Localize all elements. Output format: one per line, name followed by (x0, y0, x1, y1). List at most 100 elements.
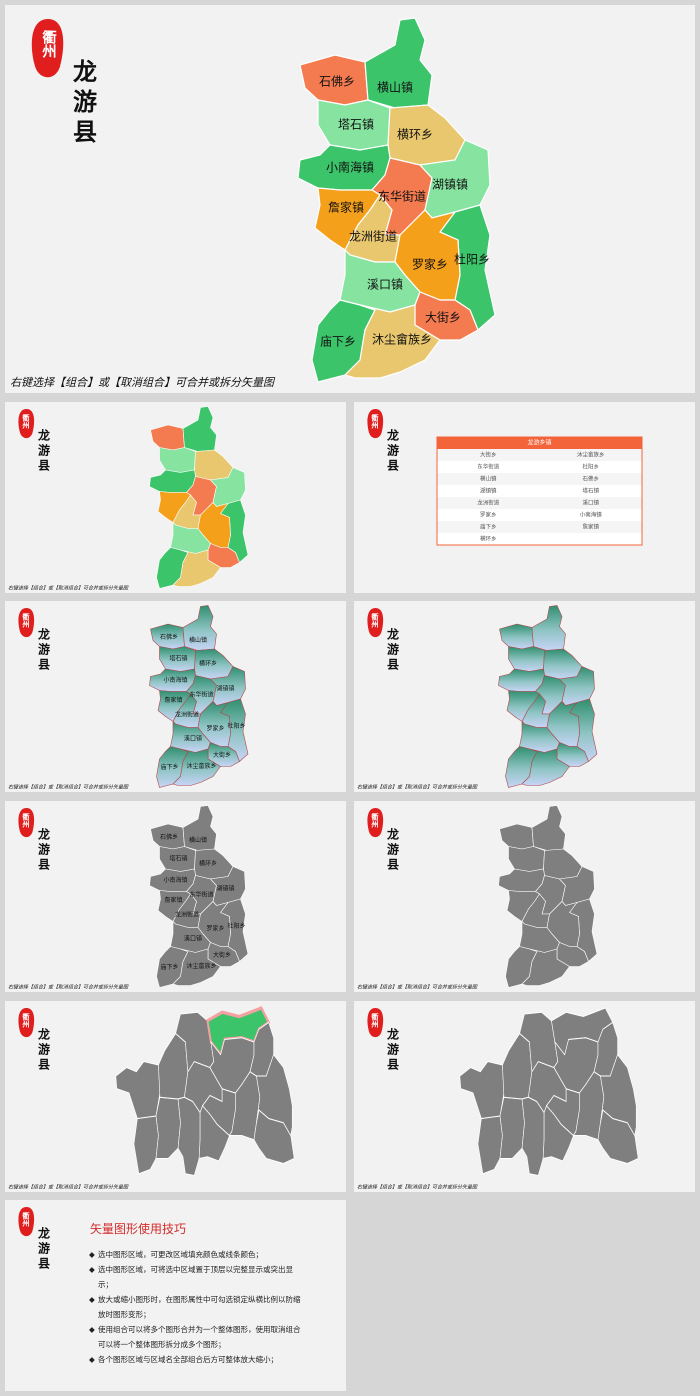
table-cell: 大街乡 (480, 451, 497, 459)
region-label: 詹家镇 (328, 200, 364, 215)
caption: 右键选择【组合】或【取消组合】可合并或拆分矢量图 (8, 585, 129, 592)
region-label: 石佛乡 (319, 75, 355, 89)
region-label: 溪口镇 (184, 735, 202, 743)
region-label: 东华街道 (189, 691, 213, 699)
tip-item: 放大或缩小图形时，在图形属性中可勾选锁定纵横比例以防缩放时图形变形； (89, 1292, 305, 1322)
logo-text: 衢州 (371, 414, 380, 430)
county-title: 龙游县 (69, 59, 98, 149)
region-shape (531, 805, 566, 851)
table-row (437, 533, 642, 545)
region-label: 横环乡 (199, 860, 217, 868)
table-cell: 横环乡 (480, 535, 497, 543)
county-title: 龙游县 (37, 627, 51, 673)
table-row (437, 461, 642, 473)
region-label: 大街乡 (213, 751, 231, 759)
logo-mark (18, 608, 35, 638)
region-shape (182, 406, 217, 452)
caption: 右键选择【组合】或【取消组合】可合并或拆分矢量图 (8, 984, 129, 991)
map (115, 1006, 295, 1176)
region-label: 塔石镇 (338, 118, 374, 132)
table-cell: 塔石镇 (582, 487, 599, 495)
table-cell: 龙洲街道 (477, 499, 500, 507)
county-title: 龙游县 (37, 1027, 51, 1073)
tips: 矢量图形使用技巧 选中图形区域，可更改区域填充颜色或线条颜色；选中图形区域，可将… (89, 1220, 305, 1367)
table-row (437, 509, 642, 521)
table-row (437, 497, 642, 509)
map: 石佛乡 横山镇塔石镇横环乡小南海镇东华街道湖镇镇詹家镇龙洲街道杜阳乡罗家乡溪口镇大… (149, 605, 249, 788)
table-row (437, 449, 642, 461)
region-label: 龙洲街道 (349, 230, 397, 244)
region-label: 杜阳乡 (227, 722, 245, 730)
logo-text: 衢州 (371, 1013, 380, 1029)
region-shape (364, 17, 433, 109)
table-border (436, 436, 643, 546)
region-label: 东华街道 (189, 891, 213, 899)
table-header: 龙游乡镇 (527, 439, 551, 447)
logo-mark (367, 808, 384, 838)
logo-mark (18, 808, 35, 838)
region-label: 沐尘畲族乡 (186, 762, 216, 770)
map (498, 605, 598, 788)
logo-mark (367, 1008, 384, 1038)
logo-mark (367, 409, 384, 439)
region-label: 詹家镇 (164, 696, 182, 704)
county-title: 龙游县 (386, 1027, 400, 1073)
logo-mark (31, 19, 64, 78)
caption: 右键选择【组合】或【取消组合】可合并或拆分矢量图 (10, 376, 276, 389)
region-label: 石佛乡 (160, 633, 178, 641)
region-shape (521, 748, 570, 786)
region-label: 沐尘畲族乡 (372, 332, 432, 347)
table-row (437, 485, 642, 497)
logo-text: 衢州 (22, 613, 31, 629)
region-label: 横环乡 (199, 660, 217, 668)
region-shape (159, 447, 196, 473)
table-cell: 东华街道 (477, 463, 500, 471)
tip-item: 各个图形区域与区域名全部组合后方可整体放大缩小； (89, 1352, 305, 1367)
logo-text: 衢州 (22, 1013, 31, 1029)
region-label: 小南海镇 (163, 676, 187, 684)
region-label: 湖镇镇 (216, 885, 234, 893)
region-label: 大街乡 (213, 951, 231, 959)
region-shape (115, 1061, 161, 1120)
region-label: 庙下乡 (320, 335, 356, 349)
logo-mark (18, 1008, 35, 1038)
region-label: 罗家乡 (412, 257, 448, 272)
table-cell: 杜阳乡 (582, 463, 599, 471)
logo-mark (18, 1207, 35, 1237)
region-label: 溪口镇 (367, 278, 403, 292)
region-shape (459, 1061, 505, 1120)
region-label: 庙下乡 (160, 763, 178, 771)
region-label: 杜阳乡 (227, 922, 245, 930)
tip-item: 选中图形区域，可更改区域填充颜色或线条颜色； (89, 1247, 305, 1262)
table-cell: 湖镇镇 (480, 487, 497, 495)
logo-text: 衢州 (371, 613, 380, 629)
region-label: 横环乡 (397, 128, 433, 142)
region-label: 沐尘畲族乡 (186, 962, 216, 970)
region-shape (499, 1096, 525, 1159)
map (498, 805, 598, 988)
logo-mark (18, 409, 35, 439)
table-cell: 沐尘畲族乡 (577, 451, 605, 459)
caption: 右键选择【组合】或【取消组合】可合并或拆分矢量图 (357, 1184, 478, 1191)
region-label: 大街乡 (425, 311, 461, 325)
logo-text: 衢州 (22, 414, 31, 430)
region-label: 东华街道 (378, 190, 426, 204)
county-title: 龙游县 (37, 827, 51, 873)
map: 石佛乡 横山镇塔石镇横环乡小南海镇东华街道湖镇镇詹家镇龙洲街道杜阳乡罗家乡溪口镇大… (149, 805, 249, 988)
tips-list: 选中图形区域，可更改区域填充颜色或线条颜色；选中图形区域，可将选中区域置于顶层以… (89, 1247, 305, 1367)
region-label: 庙下乡 (160, 963, 178, 971)
tips-title: 矢量图形使用技巧 (90, 1222, 187, 1236)
county-title: 龙游县 (386, 627, 400, 673)
logo-text: 衢州 (40, 28, 57, 58)
region-shape (521, 948, 570, 986)
logo-text: 衢州 (22, 813, 31, 829)
region-shape (256, 1054, 293, 1137)
table-cell: 横山镇 (480, 475, 497, 483)
map (149, 406, 249, 589)
table-cell: 罗家乡 (480, 511, 497, 519)
table-cell: 石佛乡 (582, 475, 599, 483)
region-label: 小南海镇 (163, 876, 187, 884)
region-label: 杜阳乡 (454, 252, 490, 267)
region-shape (343, 304, 441, 379)
